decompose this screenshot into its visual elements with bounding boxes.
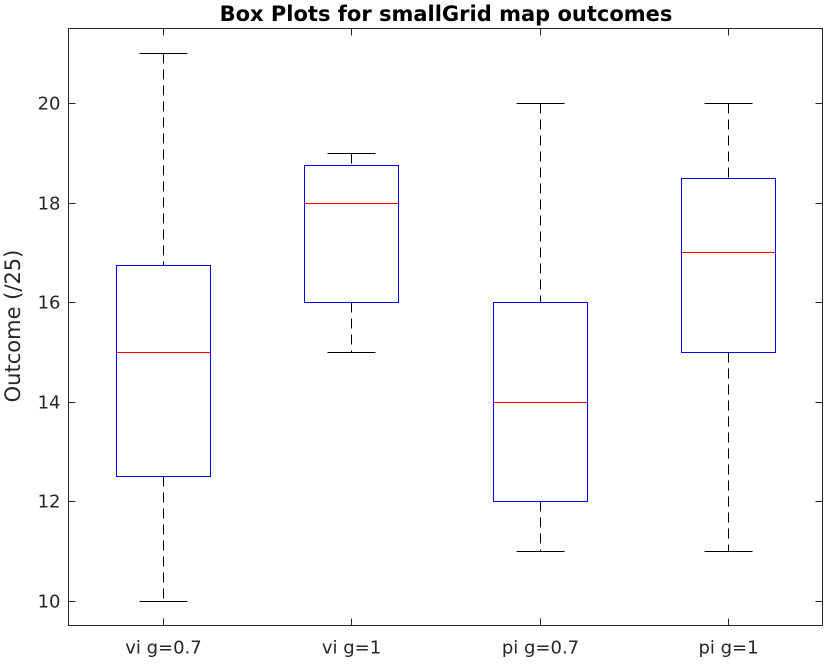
iqr-box	[304, 165, 399, 303]
y-tick-label: 10	[38, 592, 61, 613]
iqr-box	[116, 265, 211, 477]
box-group	[304, 153, 399, 353]
y-tick-label: 16	[38, 293, 61, 314]
x-tick-label: vi g=0.7	[125, 638, 202, 659]
x-tick-label: pi g=1	[698, 638, 758, 659]
y-axis-label: Outcome (/25)	[1, 250, 25, 403]
y-tick-label: 14	[38, 393, 61, 414]
box-group	[681, 103, 776, 552]
y-tick-label: 20	[38, 94, 61, 115]
x-tick-label: pi g=0.7	[502, 638, 579, 659]
x-tick-label: vi g=1	[322, 638, 381, 659]
axis-ticks: 10 12 14 16 18 20 vi g=0.7 vi g=1 pi g=0.7 pi g=1	[38, 28, 823, 659]
box-group	[116, 53, 211, 602]
box-group	[493, 103, 588, 552]
iqr-box	[681, 178, 776, 353]
plot-frame	[68, 28, 823, 626]
y-tick-label: 12	[38, 492, 61, 513]
y-tick-label: 18	[38, 194, 61, 215]
chart-title: Box Plots for smallGrid map outcomes	[220, 2, 673, 26]
box-marks	[116, 53, 776, 602]
